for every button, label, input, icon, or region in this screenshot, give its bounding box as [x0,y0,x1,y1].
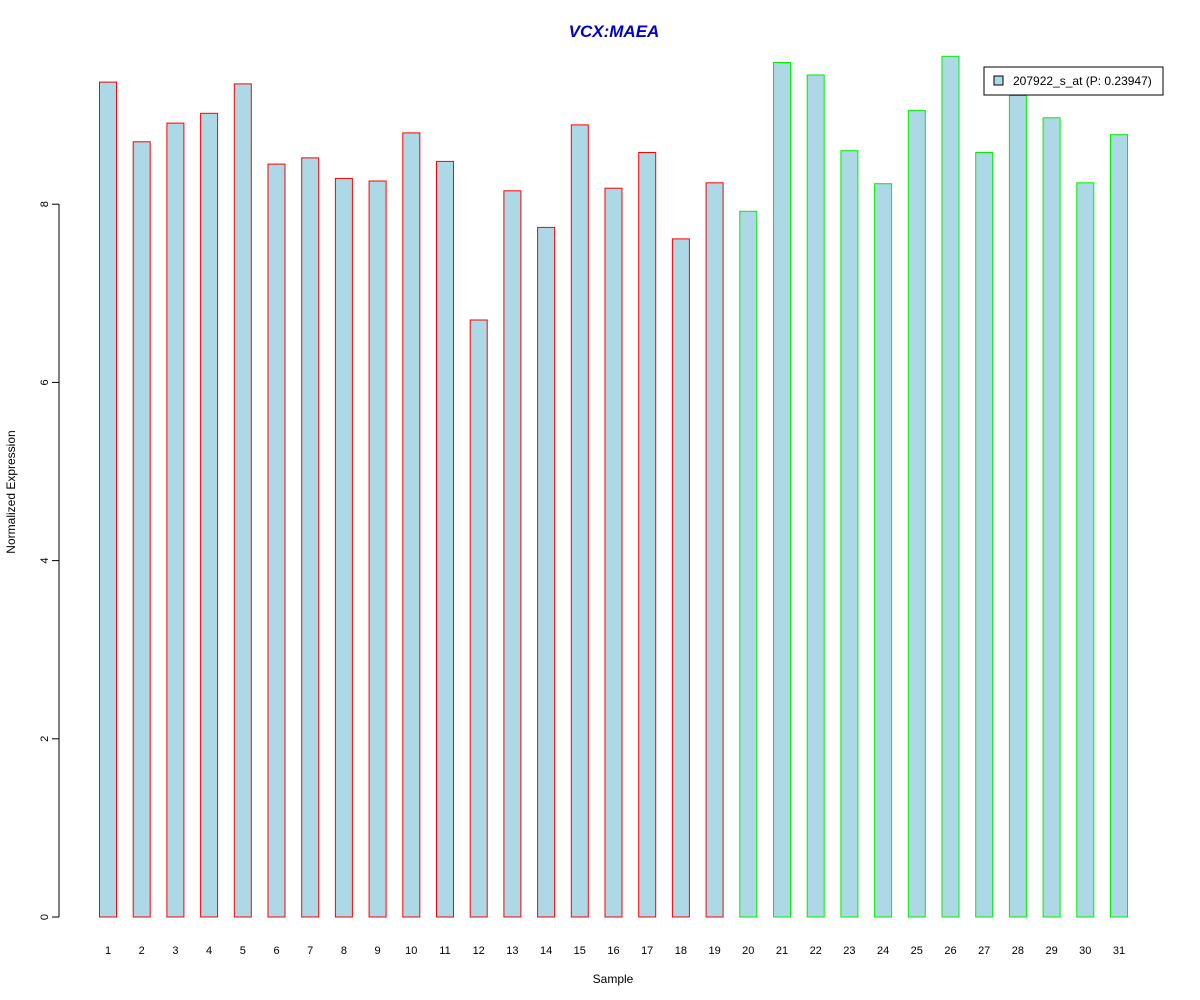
legend-label: 207922_s_at (P: 0.23947) [1013,74,1152,88]
x-tick-label-8: 8 [341,945,347,957]
y-axis-title: Normalized Expression [4,430,18,553]
x-tick-label-19: 19 [708,945,720,957]
x-tick-label-21: 21 [776,945,788,957]
x-axis: 1 2 3 4 5 6 7 8 9 10 11 12 13 14 15 16 17 18 19 20 21 22 23 24 2… [105,945,1125,957]
x-tick-label-30: 30 [1079,945,1091,957]
x-tick-label-9: 9 [375,945,381,957]
x-axis-title: Sample [593,972,634,986]
y-tick-label-8: 8 [39,201,51,207]
y-tick-label-0: 0 [39,914,51,920]
x-tick-label-4: 4 [206,945,212,957]
x-tick-label-1: 1 [105,945,111,957]
bar-sample-12 [469,319,488,918]
x-tick-label-18: 18 [675,945,687,957]
bar-sample-5 [233,83,252,918]
y-axis: 0 2 4 6 8 [39,201,60,920]
x-tick-label-13: 13 [506,945,518,957]
bar-sample-14 [537,226,556,918]
x-tick-label-16: 16 [607,945,619,957]
bar-sample-6 [267,163,286,918]
bar-sample-17 [638,152,657,918]
bar-sample-20 [739,210,758,918]
legend-box [983,66,1164,96]
x-tick-label-5: 5 [240,945,246,957]
legend-swatch [993,75,1004,86]
bar-sample-15 [570,124,589,918]
bar-sample-16 [604,187,623,918]
bar-sample-24 [874,183,893,918]
y-tick-label-2: 2 [39,736,51,742]
x-tick-label-27: 27 [978,945,990,957]
bar-sample-2 [132,141,151,918]
x-tick-label-12: 12 [473,945,485,957]
bar-sample-13 [503,190,522,918]
bar-sample-4 [200,112,219,918]
bar-sample-19 [705,182,724,918]
bar-sample-27 [975,152,994,918]
bar-sample-21 [773,62,791,918]
x-tick-label-26: 26 [944,945,956,957]
bar-sample-11 [436,160,454,918]
bar-sample-29 [1042,117,1061,918]
x-tick-label-20: 20 [742,945,754,957]
bar-sample-25 [907,110,926,918]
bar-sample-10 [402,132,421,918]
x-tick-label-31: 31 [1113,945,1125,957]
x-tick-label-22: 22 [810,945,822,957]
bar-sample-9 [368,180,387,918]
chart-title: VCX:MAEA [569,22,660,41]
bar-sample-31 [1110,134,1128,918]
x-tick-label-15: 15 [574,945,586,957]
legend: 207922_s_at (P: 0.23947) [983,66,1164,96]
x-tick-label-2: 2 [139,945,145,957]
bars-group [99,55,1128,918]
x-tick-label-6: 6 [273,945,279,957]
x-tick-label-25: 25 [911,945,923,957]
x-tick-label-24: 24 [877,945,889,957]
x-tick-label-23: 23 [843,945,855,957]
bar-sample-26 [941,55,960,918]
x-tick-label-3: 3 [172,945,178,957]
x-tick-label-10: 10 [405,945,417,957]
x-tick-label-29: 29 [1045,945,1057,957]
x-tick-label-28: 28 [1012,945,1024,957]
x-tick-label-14: 14 [540,945,552,957]
y-tick-label-6: 6 [39,379,51,385]
bar-sample-22 [806,74,825,918]
bar-sample-30 [1076,182,1095,918]
bar-sample-18 [671,238,690,918]
y-tick-label-4: 4 [39,558,51,564]
bar-sample-8 [334,177,353,918]
x-tick-label-7: 7 [307,945,313,957]
x-tick-label-17: 17 [641,945,653,957]
bar-sample-23 [840,150,859,918]
bar-sample-3 [166,122,185,918]
x-tick-label-11: 11 [439,945,450,957]
bar-sample-7 [301,157,320,918]
bar-sample-28 [1008,95,1027,918]
bar-sample-1 [99,81,117,918]
